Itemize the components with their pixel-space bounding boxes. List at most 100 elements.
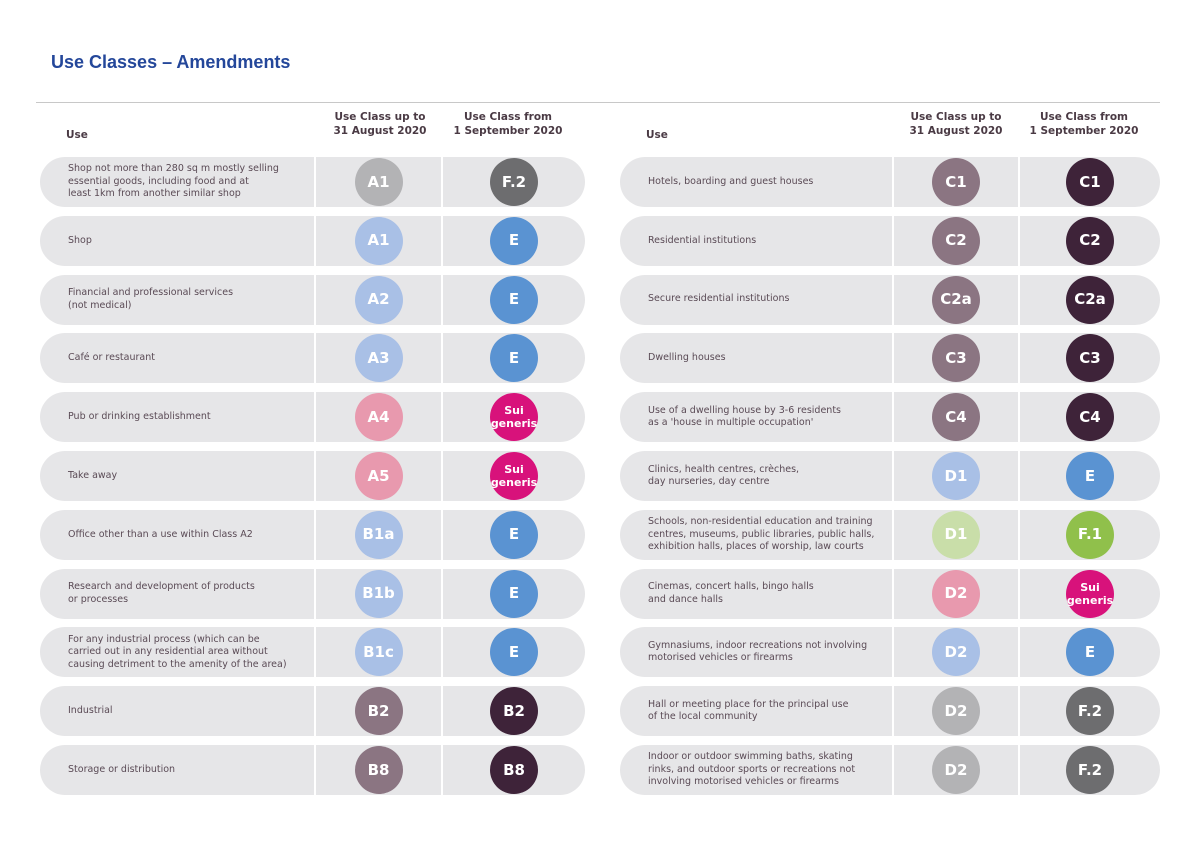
- old-class-cell: D2: [894, 568, 1018, 619]
- new-class-badge: F.1: [1066, 510, 1114, 559]
- table-row: Schools, non-residential education and t…: [620, 509, 1160, 560]
- table-row: Hotels, boarding and guest houses C1 C1: [620, 157, 1160, 207]
- new-class-cell: C2: [1020, 215, 1160, 266]
- old-class-badge: D2: [932, 569, 980, 618]
- old-class-cell: B1c: [316, 627, 441, 678]
- old-class-cell: A5: [316, 451, 441, 501]
- new-class-badge: C2: [1066, 216, 1114, 265]
- old-class-cell: D1: [894, 451, 1018, 501]
- table-row: Clinics, health centres, crèches, day nu…: [620, 451, 1160, 501]
- use-description: Clinics, health centres, crèches, day nu…: [620, 451, 892, 501]
- table-row: Dwelling houses C3 C3: [620, 333, 1160, 384]
- use-description: Storage or distribution: [40, 745, 314, 795]
- new-class-cell: Sui generis: [1020, 568, 1160, 619]
- new-class-cell: C4: [1020, 392, 1160, 443]
- old-class-cell: C4: [894, 392, 1018, 443]
- header-up-to: Use Class up to 31 August 2020: [333, 111, 427, 137]
- new-class-badge: C2a: [1066, 275, 1114, 324]
- old-class-cell: C2: [894, 215, 1018, 266]
- table-row: Office other than a use within Class A2 …: [40, 509, 585, 560]
- new-class-cell: B2: [443, 686, 585, 737]
- new-class-cell: E: [443, 333, 585, 384]
- new-class-cell: F.1: [1020, 509, 1160, 560]
- table-row: Take away A5 Sui generis: [40, 451, 585, 501]
- new-class-cell: E: [443, 509, 585, 560]
- new-class-cell: C1: [1020, 157, 1160, 207]
- new-class-badge: F.2: [1066, 746, 1114, 794]
- old-class-cell: A2: [316, 274, 441, 325]
- use-description: Cinemas, concert halls, bingo halls and …: [620, 568, 892, 619]
- header-use: Use: [66, 129, 88, 141]
- old-class-badge: B1c: [354, 628, 403, 677]
- new-class-badge: E: [1066, 628, 1114, 677]
- use-description: Use of a dwelling house by 3-6 residents…: [620, 392, 892, 443]
- table-row: Storage or distribution B8 B8: [40, 745, 585, 795]
- new-class-badge: F.2: [490, 158, 538, 206]
- old-class-badge: C4: [932, 393, 980, 442]
- old-class-badge: D2: [932, 746, 980, 794]
- new-class-badge: E: [490, 510, 538, 559]
- old-class-cell: B8: [316, 745, 441, 795]
- table-row: Shop not more than 280 sq m mostly selli…: [40, 157, 585, 207]
- table-row: Shop A1 E: [40, 215, 585, 266]
- table-row: Hall or meeting place for the principal …: [620, 686, 1160, 737]
- old-class-cell: A4: [316, 392, 441, 443]
- old-class-cell: D1: [894, 509, 1018, 560]
- old-class-cell: C2a: [894, 274, 1018, 325]
- old-class-badge: A2: [354, 275, 403, 324]
- old-class-badge: B1a: [354, 510, 403, 559]
- table-row: Gymnasiums, indoor recreations not invol…: [620, 627, 1160, 678]
- new-class-badge: E: [490, 275, 538, 324]
- old-class-badge: D2: [932, 687, 980, 736]
- use-description: Café or restaurant: [40, 333, 314, 384]
- old-class-badge: C1: [932, 158, 980, 206]
- new-class-cell: F.2: [443, 157, 585, 207]
- header-use: Use: [646, 129, 668, 141]
- new-class-badge: B8: [490, 746, 538, 794]
- new-class-badge: E: [490, 216, 538, 265]
- use-description: Shop not more than 280 sq m mostly selli…: [40, 157, 314, 207]
- use-description: Pub or drinking establishment: [40, 392, 314, 443]
- header-from: Use Class from 1 September 2020: [1029, 111, 1139, 137]
- table-row: For any industrial process (which can be…: [40, 627, 585, 678]
- new-class-badge: E: [490, 569, 538, 618]
- old-class-badge: A1: [354, 216, 403, 265]
- old-class-cell: C3: [894, 333, 1018, 384]
- new-class-badge: E: [1066, 452, 1114, 500]
- old-class-badge: D1: [932, 510, 980, 559]
- page-title: Use Classes – Amendments: [51, 52, 291, 72]
- old-class-badge: C2: [932, 216, 980, 265]
- old-class-badge: A5: [354, 452, 403, 500]
- use-description: Take away: [40, 451, 314, 501]
- new-class-cell: F.2: [1020, 686, 1160, 737]
- old-class-cell: A1: [316, 215, 441, 266]
- table-row: Research and development of products or …: [40, 568, 585, 619]
- new-class-cell: C3: [1020, 333, 1160, 384]
- old-class-badge: A4: [354, 393, 403, 442]
- new-class-cell: E: [1020, 627, 1160, 678]
- new-class-badge: F.2: [1066, 687, 1114, 736]
- use-description: Dwelling houses: [620, 333, 892, 384]
- new-class-cell: E: [443, 568, 585, 619]
- use-description: Gymnasiums, indoor recreations not invol…: [620, 627, 892, 678]
- new-class-badge: Sui generis: [490, 452, 538, 500]
- old-class-badge: A3: [354, 334, 403, 383]
- use-description: Hotels, boarding and guest houses: [620, 157, 892, 207]
- new-class-cell: F.2: [1020, 745, 1160, 795]
- old-class-badge: C2a: [932, 275, 980, 324]
- old-class-badge: D1: [932, 452, 980, 500]
- new-class-cell: C2a: [1020, 274, 1160, 325]
- old-class-cell: B2: [316, 686, 441, 737]
- use-description: Financial and professional services (not…: [40, 274, 314, 325]
- old-class-cell: D2: [894, 745, 1018, 795]
- table-row: Cinemas, concert halls, bingo halls and …: [620, 568, 1160, 619]
- old-class-badge: B1b: [354, 569, 403, 618]
- old-class-cell: B1b: [316, 568, 441, 619]
- table-row: Industrial B2 B2: [40, 686, 585, 737]
- use-description: Indoor or outdoor swimming baths, skatin…: [620, 745, 892, 795]
- new-class-badge: B2: [490, 687, 538, 736]
- use-description: Research and development of products or …: [40, 568, 314, 619]
- old-class-badge: B8: [354, 746, 403, 794]
- new-class-cell: Sui generis: [443, 392, 585, 443]
- table-row: Café or restaurant A3 E: [40, 333, 585, 384]
